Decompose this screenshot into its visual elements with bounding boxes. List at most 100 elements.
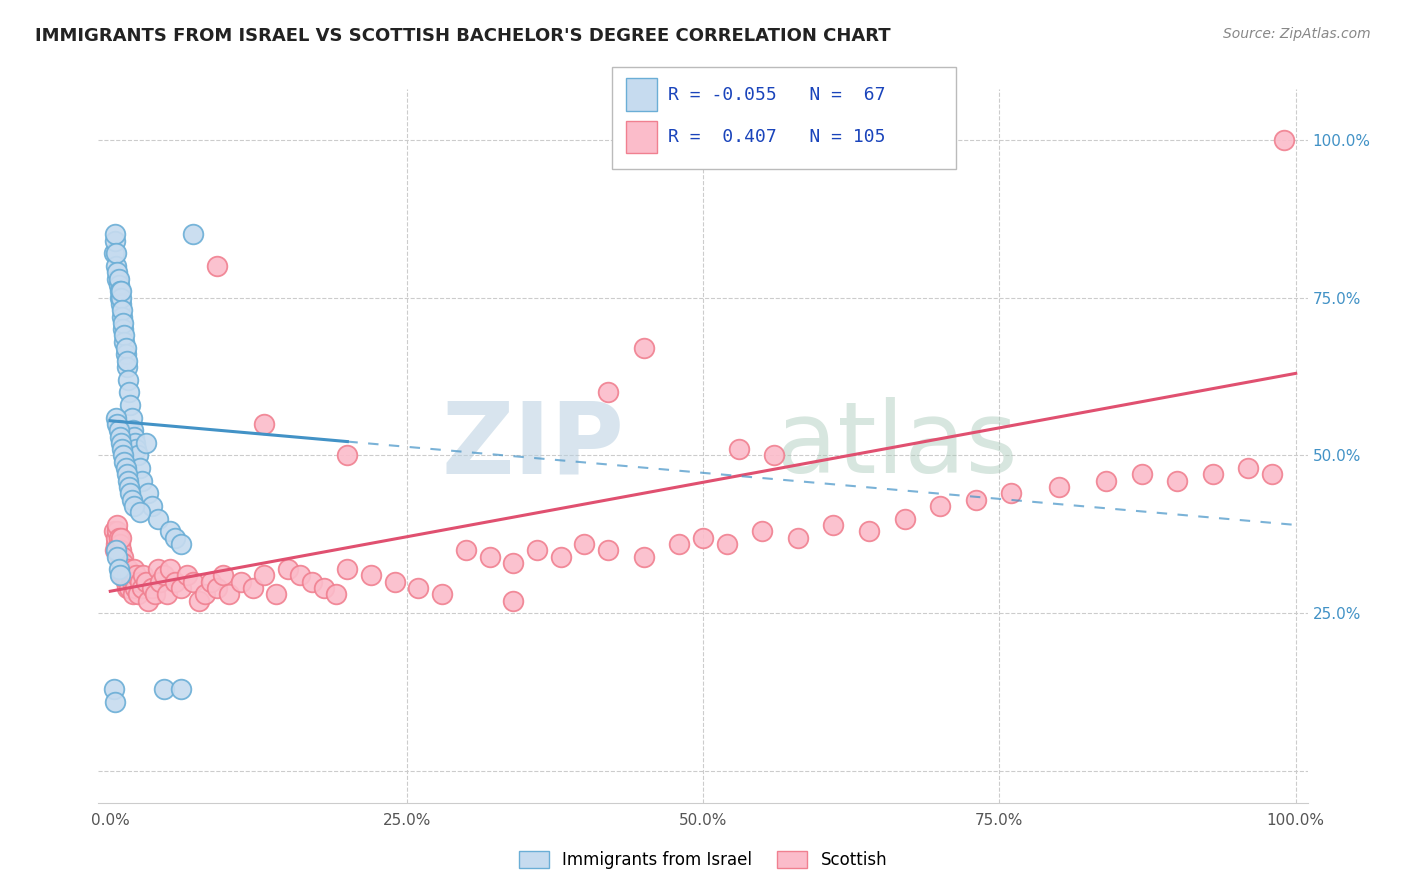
Point (170, 682, 193, 697)
Point (122, 562, 145, 576)
Point (633, 549, 655, 564)
Point (112, 316, 135, 330)
Point (165, 531, 187, 545)
Point (454, 543, 477, 558)
Point (1237, 461, 1260, 475)
Point (110, 297, 132, 311)
Point (121, 574, 143, 589)
Point (858, 524, 880, 539)
Point (502, 556, 524, 570)
Point (107, 531, 129, 545)
Point (301, 574, 323, 589)
Point (1261, 467, 1284, 482)
Point (574, 537, 596, 551)
Point (104, 227, 127, 242)
Point (105, 259, 128, 273)
Point (598, 385, 620, 400)
Point (135, 435, 157, 450)
Point (212, 568, 235, 582)
Point (107, 423, 129, 437)
Point (1272, 133, 1295, 147)
Point (170, 537, 193, 551)
Point (136, 486, 159, 500)
Point (107, 277, 129, 292)
Point (205, 259, 228, 273)
Point (127, 449, 149, 463)
Point (288, 568, 311, 582)
Point (105, 549, 128, 564)
Point (114, 568, 136, 582)
Point (114, 328, 136, 343)
Point (104, 695, 127, 709)
Point (117, 562, 139, 576)
Point (893, 511, 915, 525)
Point (117, 574, 139, 589)
Point (114, 347, 136, 361)
Point (118, 480, 141, 494)
Point (1166, 474, 1188, 488)
Point (112, 549, 135, 564)
Point (129, 574, 152, 589)
Point (114, 574, 136, 589)
Point (127, 587, 149, 601)
Point (122, 429, 145, 443)
Point (965, 492, 987, 507)
Point (108, 537, 131, 551)
Point (277, 562, 299, 576)
Point (104, 543, 127, 558)
Point (194, 587, 217, 601)
Point (146, 562, 169, 576)
Point (105, 246, 128, 260)
Text: IMMIGRANTS FROM ISRAEL VS SCOTTISH BACHELOR'S DEGREE CORRELATION CHART: IMMIGRANTS FROM ISRAEL VS SCOTTISH BACHE… (35, 27, 891, 45)
Point (103, 246, 125, 260)
Point (111, 562, 134, 576)
Point (125, 442, 148, 457)
Point (786, 531, 808, 545)
Point (159, 524, 181, 539)
Point (105, 417, 128, 431)
Point (131, 474, 153, 488)
Point (105, 537, 128, 551)
Point (432, 587, 454, 601)
Point (110, 435, 132, 450)
Point (111, 310, 134, 324)
Point (408, 581, 430, 595)
Point (121, 492, 143, 507)
Point (253, 568, 276, 582)
Point (929, 499, 952, 513)
Point (112, 449, 135, 463)
Point (103, 682, 125, 697)
Point (502, 593, 524, 607)
Point (110, 543, 132, 558)
Point (105, 531, 128, 545)
Point (218, 587, 240, 601)
Point (1000, 486, 1022, 500)
Point (105, 271, 128, 285)
Point (149, 574, 172, 589)
Point (1095, 474, 1118, 488)
Point (114, 341, 136, 355)
Point (141, 499, 163, 513)
Point (121, 410, 143, 425)
Point (763, 449, 786, 463)
Point (108, 549, 131, 564)
Point (105, 410, 128, 425)
Point (141, 581, 163, 595)
Point (229, 574, 252, 589)
Point (118, 385, 141, 400)
Point (124, 581, 146, 595)
Point (110, 285, 132, 299)
Point (124, 435, 146, 450)
Point (111, 303, 134, 318)
Point (108, 429, 131, 443)
Point (336, 449, 359, 463)
Point (129, 461, 152, 475)
Point (120, 486, 142, 500)
Point (526, 543, 548, 558)
Point (105, 524, 128, 539)
Point (117, 373, 139, 387)
Point (117, 474, 139, 488)
Point (823, 517, 845, 532)
Point (176, 568, 198, 582)
Point (112, 322, 135, 336)
